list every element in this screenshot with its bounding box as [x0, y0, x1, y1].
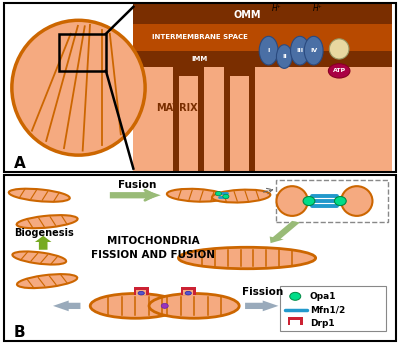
- Bar: [181, 287, 196, 294]
- Ellipse shape: [167, 189, 225, 202]
- Text: IV: IV: [310, 48, 317, 53]
- Ellipse shape: [329, 39, 349, 59]
- Text: H⁺: H⁺: [272, 4, 281, 13]
- Bar: [133, 3, 392, 172]
- Bar: [288, 317, 303, 324]
- Text: Biogenesis: Biogenesis: [14, 228, 74, 238]
- Ellipse shape: [304, 36, 323, 65]
- FancyArrow shape: [53, 301, 80, 311]
- Bar: [224, 59, 255, 172]
- Ellipse shape: [178, 247, 316, 269]
- Bar: [136, 290, 146, 294]
- FancyArrow shape: [270, 221, 300, 243]
- Bar: [290, 321, 300, 324]
- Text: Mfn1/2: Mfn1/2: [310, 305, 345, 314]
- FancyArrow shape: [245, 301, 278, 311]
- Text: INTERMEMBRANE SPACE: INTERMEMBRANE SPACE: [152, 34, 248, 40]
- Ellipse shape: [17, 215, 78, 228]
- Ellipse shape: [303, 196, 315, 206]
- Ellipse shape: [138, 291, 144, 295]
- Ellipse shape: [215, 192, 222, 196]
- Text: Opa1: Opa1: [310, 292, 336, 301]
- Text: II: II: [282, 54, 287, 59]
- Text: B: B: [14, 325, 26, 340]
- Ellipse shape: [185, 291, 191, 295]
- Ellipse shape: [12, 20, 145, 155]
- Text: Drp1: Drp1: [310, 319, 334, 327]
- Ellipse shape: [17, 274, 77, 288]
- Bar: [172, 59, 204, 172]
- Ellipse shape: [12, 251, 66, 265]
- Ellipse shape: [9, 189, 70, 202]
- Ellipse shape: [90, 293, 180, 318]
- Ellipse shape: [290, 36, 309, 65]
- Ellipse shape: [276, 45, 292, 68]
- Ellipse shape: [328, 64, 350, 78]
- Text: III: III: [296, 48, 304, 53]
- Text: I: I: [268, 48, 270, 53]
- FancyArrow shape: [35, 236, 52, 250]
- Text: A: A: [14, 156, 26, 171]
- Bar: [276, 180, 388, 222]
- Bar: [133, 3, 392, 24]
- Bar: [280, 286, 386, 331]
- FancyArrow shape: [110, 190, 161, 201]
- Ellipse shape: [161, 303, 168, 308]
- Ellipse shape: [223, 194, 229, 198]
- Text: Fusion: Fusion: [118, 180, 156, 190]
- Ellipse shape: [212, 190, 270, 203]
- Text: OMM: OMM: [233, 10, 261, 20]
- Text: H⁺: H⁺: [313, 4, 322, 13]
- Bar: [59, 34, 106, 71]
- Ellipse shape: [290, 292, 301, 300]
- Ellipse shape: [334, 196, 346, 206]
- Bar: [133, 51, 392, 67]
- Text: MATRIX: MATRIX: [156, 103, 197, 113]
- Ellipse shape: [341, 186, 372, 216]
- Ellipse shape: [149, 293, 239, 318]
- Bar: [134, 287, 149, 294]
- Text: ATP: ATP: [332, 68, 346, 73]
- Text: IMM: IMM: [192, 56, 208, 62]
- Text: MITOCHONDRIA
FISSION AND FUSION: MITOCHONDRIA FISSION AND FUSION: [91, 236, 215, 260]
- Bar: [179, 76, 198, 172]
- Bar: [183, 290, 194, 294]
- Ellipse shape: [259, 36, 278, 65]
- Bar: [133, 24, 392, 51]
- Ellipse shape: [276, 186, 308, 216]
- Text: Fission: Fission: [242, 287, 283, 297]
- Bar: [230, 76, 249, 172]
